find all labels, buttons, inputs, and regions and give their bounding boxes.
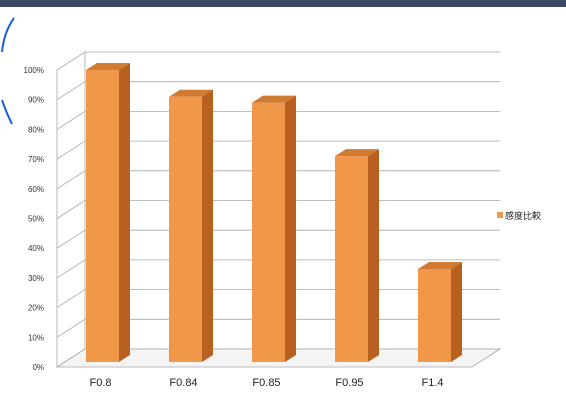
y-tick-label: 100% [24, 66, 44, 75]
bar-front [252, 102, 285, 363]
y-tick-label: 70% [28, 155, 44, 164]
y-axis-ticks: 0% 10% 20% 30% 40% 50% 60% 70% 80% 90% 100% [24, 66, 44, 372]
y-tick-label: 30% [28, 274, 44, 283]
legend-swatch [497, 212, 503, 218]
bar [418, 261, 462, 362]
gridline-side [56, 318, 86, 338]
bar-top [335, 149, 379, 157]
x-tick-label: F0.8 [89, 377, 111, 389]
x-axis-categories: F0.8 F0.84 F0.85 F0.95 F1.4 [89, 377, 443, 389]
y-tick-label: 10% [28, 333, 44, 342]
gridline-side [56, 111, 86, 130]
bar-series [86, 63, 462, 363]
x-tick-label: F1.4 [421, 377, 443, 389]
legend: 感度比較 [497, 210, 541, 221]
bar [169, 89, 213, 362]
x-tick-label: F0.84 [169, 377, 197, 389]
bar-front [335, 156, 368, 362]
bar-side [451, 261, 462, 362]
gridline-side [56, 200, 86, 219]
gridline-side [56, 140, 86, 160]
gridline-side [56, 51, 86, 71]
bar [335, 149, 379, 362]
bar-top [86, 63, 130, 70]
gridline-side [56, 289, 86, 308]
bar-side [285, 95, 296, 363]
y-tick-label: 50% [28, 215, 44, 224]
y-tick-label: 40% [28, 244, 44, 253]
accent-arc-lower [1, 99, 13, 125]
bar-top [169, 89, 213, 97]
y-tick-label: 20% [28, 304, 44, 313]
bar-front [86, 70, 119, 362]
gridline-side [56, 259, 86, 279]
bar-side [368, 149, 379, 362]
top-strip [0, 0, 566, 7]
bar-top [252, 95, 296, 103]
bar [86, 63, 130, 362]
bar-top [418, 261, 462, 269]
y-tick-label: 0% [32, 363, 44, 372]
accent-arc-upper [1, 17, 15, 53]
gridline-side [56, 229, 86, 249]
x-tick-label: F0.95 [335, 377, 363, 389]
y-tick-label: 80% [28, 125, 44, 134]
legend-label: 感度比較 [505, 210, 541, 221]
gridline-side [56, 81, 86, 101]
bar [252, 95, 296, 363]
left-accent-arc [1, 17, 15, 125]
bar-side [119, 63, 130, 362]
y-tick-label: 60% [28, 185, 44, 194]
bar-front [418, 268, 451, 362]
bar-front [169, 96, 202, 362]
y-tick-label: 90% [28, 96, 44, 105]
gridline-side [56, 170, 86, 190]
x-tick-label: F0.85 [252, 377, 280, 389]
bar-side [202, 89, 213, 362]
